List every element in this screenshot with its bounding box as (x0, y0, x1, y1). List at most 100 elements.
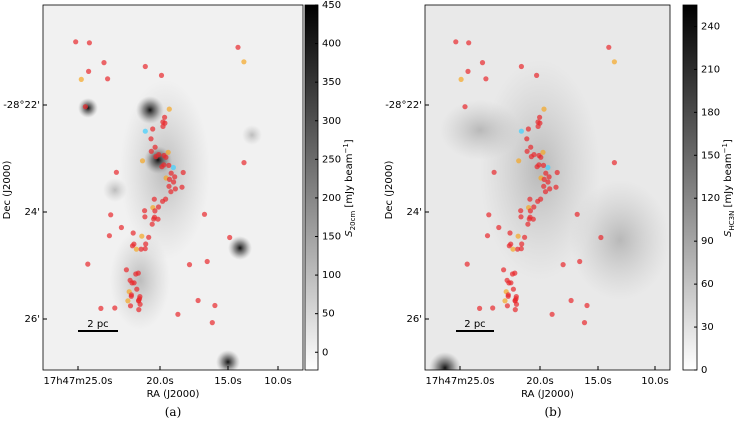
source-marker (535, 198, 541, 204)
source-marker (133, 246, 139, 252)
source-marker (453, 39, 459, 45)
source-marker (166, 176, 173, 182)
image-a (43, 5, 303, 370)
caption: (b) (544, 405, 561, 419)
source-marker (465, 68, 471, 74)
source-marker (507, 230, 513, 236)
scale-bar-label: 2 pc (464, 319, 485, 330)
source-marker (522, 234, 528, 240)
source-marker (584, 302, 590, 309)
source-marker (525, 126, 532, 132)
x-tick-label: 17h47m25.0s (425, 376, 494, 387)
source-marker (542, 189, 549, 195)
source-marker (528, 154, 535, 160)
source-marker (527, 196, 533, 202)
colorbar-tick-label: 200 (322, 193, 341, 204)
source-marker (506, 280, 512, 286)
source-marker (611, 59, 618, 65)
colorbar-tick-label: 240 (701, 21, 720, 32)
source-marker (466, 40, 472, 46)
source-marker (152, 144, 158, 150)
source-marker (483, 76, 489, 82)
source-marker (113, 169, 119, 175)
source-marker (186, 262, 193, 268)
colorbar-tick-label: 150 (701, 150, 720, 161)
source-marker (142, 214, 148, 220)
source-marker (540, 162, 547, 168)
source-marker (82, 104, 88, 110)
source-marker (148, 136, 154, 142)
source-marker (139, 233, 145, 239)
source-marker (518, 63, 525, 70)
source-marker (172, 186, 178, 192)
source-marker (142, 128, 148, 134)
source-marker (484, 233, 491, 239)
colorbar (682, 4, 698, 371)
source-marker (538, 154, 544, 160)
x-tick-label: 20.0s (146, 376, 173, 387)
source-marker (153, 154, 159, 160)
colorbar-label-part: S (344, 230, 355, 237)
source-marker (172, 174, 178, 180)
colorbar-label-part: S (723, 230, 734, 237)
source-marker (168, 170, 174, 176)
source-marker (160, 119, 166, 125)
source-marker (105, 76, 111, 82)
source-marker (577, 258, 583, 265)
source-marker (464, 261, 470, 267)
source-marker (462, 104, 468, 110)
source-marker (506, 243, 512, 249)
source-marker (241, 59, 247, 65)
source-marker (553, 184, 559, 190)
colorbar-tick-label: 0 (322, 347, 328, 358)
source-marker (611, 160, 618, 166)
x-tick-label: 10.0s (264, 376, 291, 387)
y-tick-label: -28°22' (385, 100, 422, 111)
y-tick-label: 24' (407, 207, 422, 218)
colorbar-tick-label: 250 (322, 154, 341, 165)
source-marker (241, 160, 247, 166)
source-marker (163, 154, 169, 160)
source-marker (171, 179, 177, 185)
source-marker (162, 114, 168, 120)
colorbar-tick-label: 120 (701, 193, 720, 204)
colorbar-label: S20cm [mJy beam−1] (342, 139, 357, 237)
source-marker (155, 204, 162, 210)
source-marker (86, 68, 92, 74)
source-marker (118, 224, 124, 231)
source-marker (98, 305, 104, 311)
source-marker (78, 76, 84, 82)
source-marker (524, 148, 530, 154)
source-marker (526, 216, 532, 222)
x-tick-label: 10.0s (641, 376, 668, 387)
x-axis-label: RA (J2000) (147, 389, 200, 400)
source-marker (541, 176, 547, 182)
source-marker (134, 286, 140, 292)
source-marker (519, 241, 525, 247)
source-marker (509, 271, 516, 277)
source-marker (85, 261, 91, 267)
source-marker (598, 234, 604, 241)
source-marker (129, 280, 135, 286)
source-marker (546, 174, 552, 180)
source-marker (136, 307, 142, 313)
source-marker (106, 233, 112, 239)
source-marker (175, 311, 181, 317)
source-marker (528, 144, 534, 150)
source-marker (127, 303, 134, 309)
source-marker (136, 298, 142, 304)
y-tick-label: 26' (407, 314, 422, 325)
source-marker (146, 234, 152, 240)
colorbar-label-part: −1 (342, 143, 350, 153)
source-marker (458, 76, 464, 82)
source-marker (73, 39, 79, 45)
colorbar-label-part: −1 (721, 143, 729, 153)
source-marker (514, 246, 521, 252)
colorbar-tick-label: 150 (322, 232, 341, 243)
source-marker (477, 305, 483, 311)
source-marker (150, 126, 156, 132)
y-axis-label: Dec (J2000) (2, 161, 13, 220)
source-marker (545, 179, 551, 185)
source-marker (504, 303, 510, 309)
colorbar-label-part: 20cm (349, 211, 357, 231)
